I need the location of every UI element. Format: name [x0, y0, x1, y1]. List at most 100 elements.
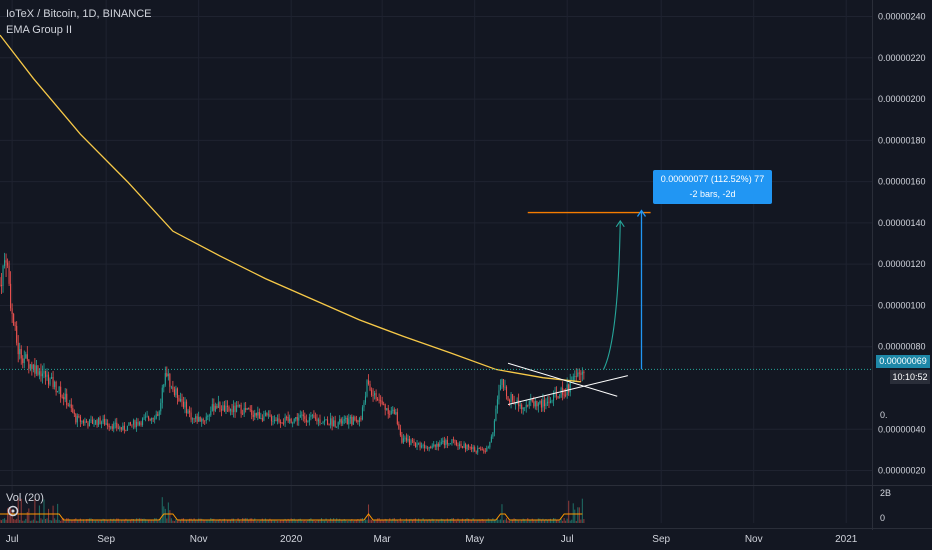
projection-arrowhead — [615, 219, 625, 228]
candle-body — [134, 420, 136, 427]
volume-bar — [477, 520, 479, 523]
candle-body — [87, 422, 89, 427]
volume-bar — [519, 520, 521, 523]
candle-body — [37, 365, 39, 375]
volume-bar — [28, 508, 30, 523]
volume-bar — [360, 518, 362, 523]
volume-bar — [498, 520, 500, 523]
candle-body — [510, 394, 512, 403]
candle-body — [17, 342, 19, 355]
candle-body — [455, 441, 458, 445]
candle-body — [161, 387, 163, 403]
volume-bar — [513, 518, 515, 523]
measure-label[interactable]: 0.00000077 (112.52%) 77 -2 bars, -2d — [653, 170, 772, 204]
volume-bar — [475, 520, 477, 523]
candle-body — [88, 419, 91, 427]
candle-body — [330, 418, 332, 425]
volume-bar — [49, 520, 51, 523]
candle-body — [66, 393, 68, 405]
candle-body — [483, 450, 485, 452]
volume-bar — [402, 520, 404, 523]
candle-body — [557, 396, 559, 398]
volume-bar — [374, 519, 376, 523]
candle-body — [239, 404, 241, 407]
volume-bar — [32, 519, 34, 523]
candle-body — [314, 417, 316, 419]
candle-body — [81, 420, 83, 422]
volume-bar — [539, 518, 541, 523]
volume-bar — [425, 519, 427, 523]
candle-body — [267, 414, 269, 416]
volume-bar — [281, 520, 283, 523]
volume-bar — [104, 519, 106, 523]
volume-bar — [95, 520, 97, 523]
volume-bar — [0, 519, 1, 523]
volume-bar — [237, 518, 239, 523]
candle-body — [414, 442, 417, 448]
volume-bar — [113, 518, 115, 523]
candle-body — [14, 325, 16, 327]
volume-bar — [565, 520, 567, 523]
candle-body — [360, 418, 362, 420]
candle-body — [383, 403, 385, 405]
volume-bar — [512, 519, 514, 523]
volume-bar — [158, 518, 160, 523]
candle-body — [542, 399, 544, 408]
volume-bar — [568, 500, 570, 523]
volume-bar — [111, 519, 113, 523]
volume-bar — [578, 507, 580, 523]
candle-body — [184, 401, 186, 408]
candle-body — [380, 400, 382, 402]
triangle-lower-line[interactable] — [507, 375, 628, 405]
candle-body — [275, 419, 277, 422]
projection-arrow[interactable] — [603, 220, 621, 370]
volume-bar — [176, 520, 178, 523]
candle-body — [140, 422, 142, 426]
volume-bar — [427, 520, 429, 523]
candle-body — [565, 394, 567, 396]
volume-bar — [155, 518, 157, 523]
price-tick-label: 0.00000100 — [878, 300, 926, 310]
candle-body — [257, 412, 259, 416]
candle-body — [129, 422, 131, 425]
volume-bar — [331, 520, 333, 523]
candle-body — [243, 408, 245, 414]
candle-body — [536, 401, 538, 407]
volume-bar — [457, 518, 459, 523]
candle-body — [43, 371, 45, 374]
volume-bar — [452, 518, 454, 523]
candle-body — [154, 418, 156, 420]
candle-body — [201, 419, 203, 422]
volume-bar — [448, 520, 450, 523]
price-tick-label: 0.00000160 — [878, 177, 926, 187]
volume-bar — [4, 518, 6, 523]
candle-body — [105, 423, 107, 425]
candle-body — [560, 387, 562, 398]
volume-bar — [270, 520, 272, 523]
indicator-label: EMA Group II — [6, 24, 73, 36]
volume-bar — [88, 518, 91, 523]
volume-bar — [430, 519, 432, 523]
volume-bar — [75, 518, 77, 523]
volume-bar — [390, 520, 392, 523]
price-tick-label: 0.00000200 — [878, 94, 926, 104]
candle-body — [416, 443, 418, 448]
volume-bar — [169, 510, 171, 523]
candle-body — [446, 440, 448, 445]
candle-body — [363, 402, 365, 408]
candle-body — [249, 409, 251, 411]
drawings[interactable] — [0, 209, 872, 405]
volume-bar — [295, 519, 297, 523]
candle-body — [392, 409, 394, 411]
settings-icon[interactable] — [6, 504, 20, 518]
volume-bar — [25, 518, 27, 523]
candle-body — [357, 420, 359, 423]
candle-body — [339, 419, 341, 423]
triangle-upper-line[interactable] — [507, 362, 618, 397]
candle-body — [223, 405, 225, 412]
candle-body — [286, 416, 288, 418]
volume-bar — [342, 520, 344, 523]
candle-body — [143, 417, 145, 419]
candle-body — [131, 424, 133, 426]
